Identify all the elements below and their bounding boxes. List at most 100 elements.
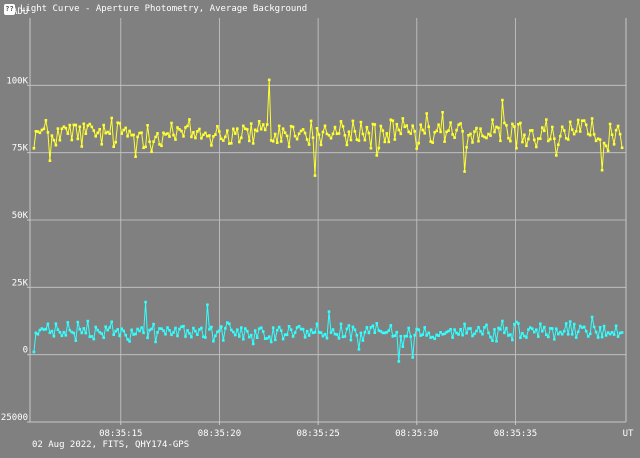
data-point xyxy=(395,330,399,334)
data-point xyxy=(112,145,115,148)
data-point xyxy=(381,331,385,335)
data-point xyxy=(433,131,436,134)
data-point xyxy=(208,134,211,137)
data-point xyxy=(413,334,416,337)
data-point xyxy=(114,140,117,144)
data-point xyxy=(453,136,456,139)
data-point xyxy=(429,140,432,143)
data-point xyxy=(389,118,393,122)
data-point xyxy=(86,124,90,127)
data-point xyxy=(457,123,460,126)
data-point xyxy=(437,123,440,126)
data-point xyxy=(160,144,163,148)
data-point xyxy=(261,330,265,333)
data-point xyxy=(431,141,434,144)
data-point xyxy=(527,328,530,331)
data-point xyxy=(160,327,163,330)
data-point xyxy=(122,329,125,333)
y-tick-label: 75K xyxy=(12,144,29,154)
data-point xyxy=(519,336,522,339)
data-point xyxy=(202,335,205,339)
data-point xyxy=(547,335,550,339)
data-point xyxy=(214,334,217,338)
app-icon[interactable]: ?? xyxy=(4,3,15,15)
data-point xyxy=(110,116,113,120)
data-point xyxy=(251,342,255,346)
data-point xyxy=(616,124,620,128)
data-point xyxy=(535,328,538,331)
data-point xyxy=(287,145,291,149)
data-point xyxy=(170,121,173,125)
data-point xyxy=(64,334,68,337)
data-point xyxy=(224,327,227,330)
data-point xyxy=(407,130,410,134)
data-point xyxy=(365,326,369,329)
data-point xyxy=(249,122,253,125)
data-point xyxy=(377,329,381,332)
data-point xyxy=(212,135,215,138)
data-point xyxy=(580,119,584,122)
data-point xyxy=(253,128,257,132)
data-point xyxy=(96,328,99,332)
data-point xyxy=(60,334,64,338)
data-point xyxy=(226,129,229,132)
data-point xyxy=(178,327,181,331)
data-point xyxy=(503,121,506,125)
data-point xyxy=(405,124,408,127)
data-point xyxy=(277,124,281,128)
data-point xyxy=(40,327,44,330)
data-point xyxy=(584,329,588,333)
data-point xyxy=(507,136,510,140)
data-point xyxy=(234,132,237,135)
data-point xyxy=(285,333,289,337)
data-point xyxy=(501,319,504,323)
data-point xyxy=(238,335,241,338)
data-point xyxy=(50,134,54,137)
data-point xyxy=(411,356,414,359)
data-point xyxy=(198,328,201,331)
data-point xyxy=(72,123,76,127)
data-point xyxy=(445,330,448,334)
data-point xyxy=(198,127,201,131)
data-point xyxy=(130,328,133,332)
data-point xyxy=(309,119,313,123)
data-point xyxy=(487,132,490,136)
data-point xyxy=(331,328,335,331)
data-point xyxy=(277,325,281,329)
data-point xyxy=(441,333,444,336)
data-point xyxy=(473,332,476,336)
data-point xyxy=(307,334,311,337)
data-point xyxy=(531,327,534,330)
data-point xyxy=(477,139,480,143)
data-point xyxy=(487,331,490,335)
data-point xyxy=(387,140,391,144)
data-point xyxy=(269,340,273,344)
data-point xyxy=(48,159,52,162)
data-point xyxy=(618,331,622,335)
data-point xyxy=(303,336,307,339)
data-point xyxy=(273,338,277,342)
data-point xyxy=(369,146,373,150)
data-point xyxy=(259,326,263,329)
data-point xyxy=(297,325,301,328)
data-point xyxy=(126,338,129,341)
data-point xyxy=(104,325,107,328)
data-point xyxy=(399,132,403,136)
data-point xyxy=(34,331,38,335)
data-point xyxy=(461,130,464,133)
data-point xyxy=(415,147,418,150)
x-tick-label: 08:35:35 xyxy=(494,429,537,439)
data-point xyxy=(210,144,213,147)
data-point xyxy=(584,123,588,127)
data-point xyxy=(234,333,237,337)
data-point xyxy=(289,124,293,128)
data-point xyxy=(138,131,141,135)
data-point xyxy=(265,337,269,340)
data-point xyxy=(417,328,420,331)
data-point xyxy=(572,322,576,326)
y-tick-label: 0 xyxy=(23,346,28,356)
data-point xyxy=(401,345,405,348)
data-point xyxy=(315,322,319,326)
data-point xyxy=(74,339,78,342)
